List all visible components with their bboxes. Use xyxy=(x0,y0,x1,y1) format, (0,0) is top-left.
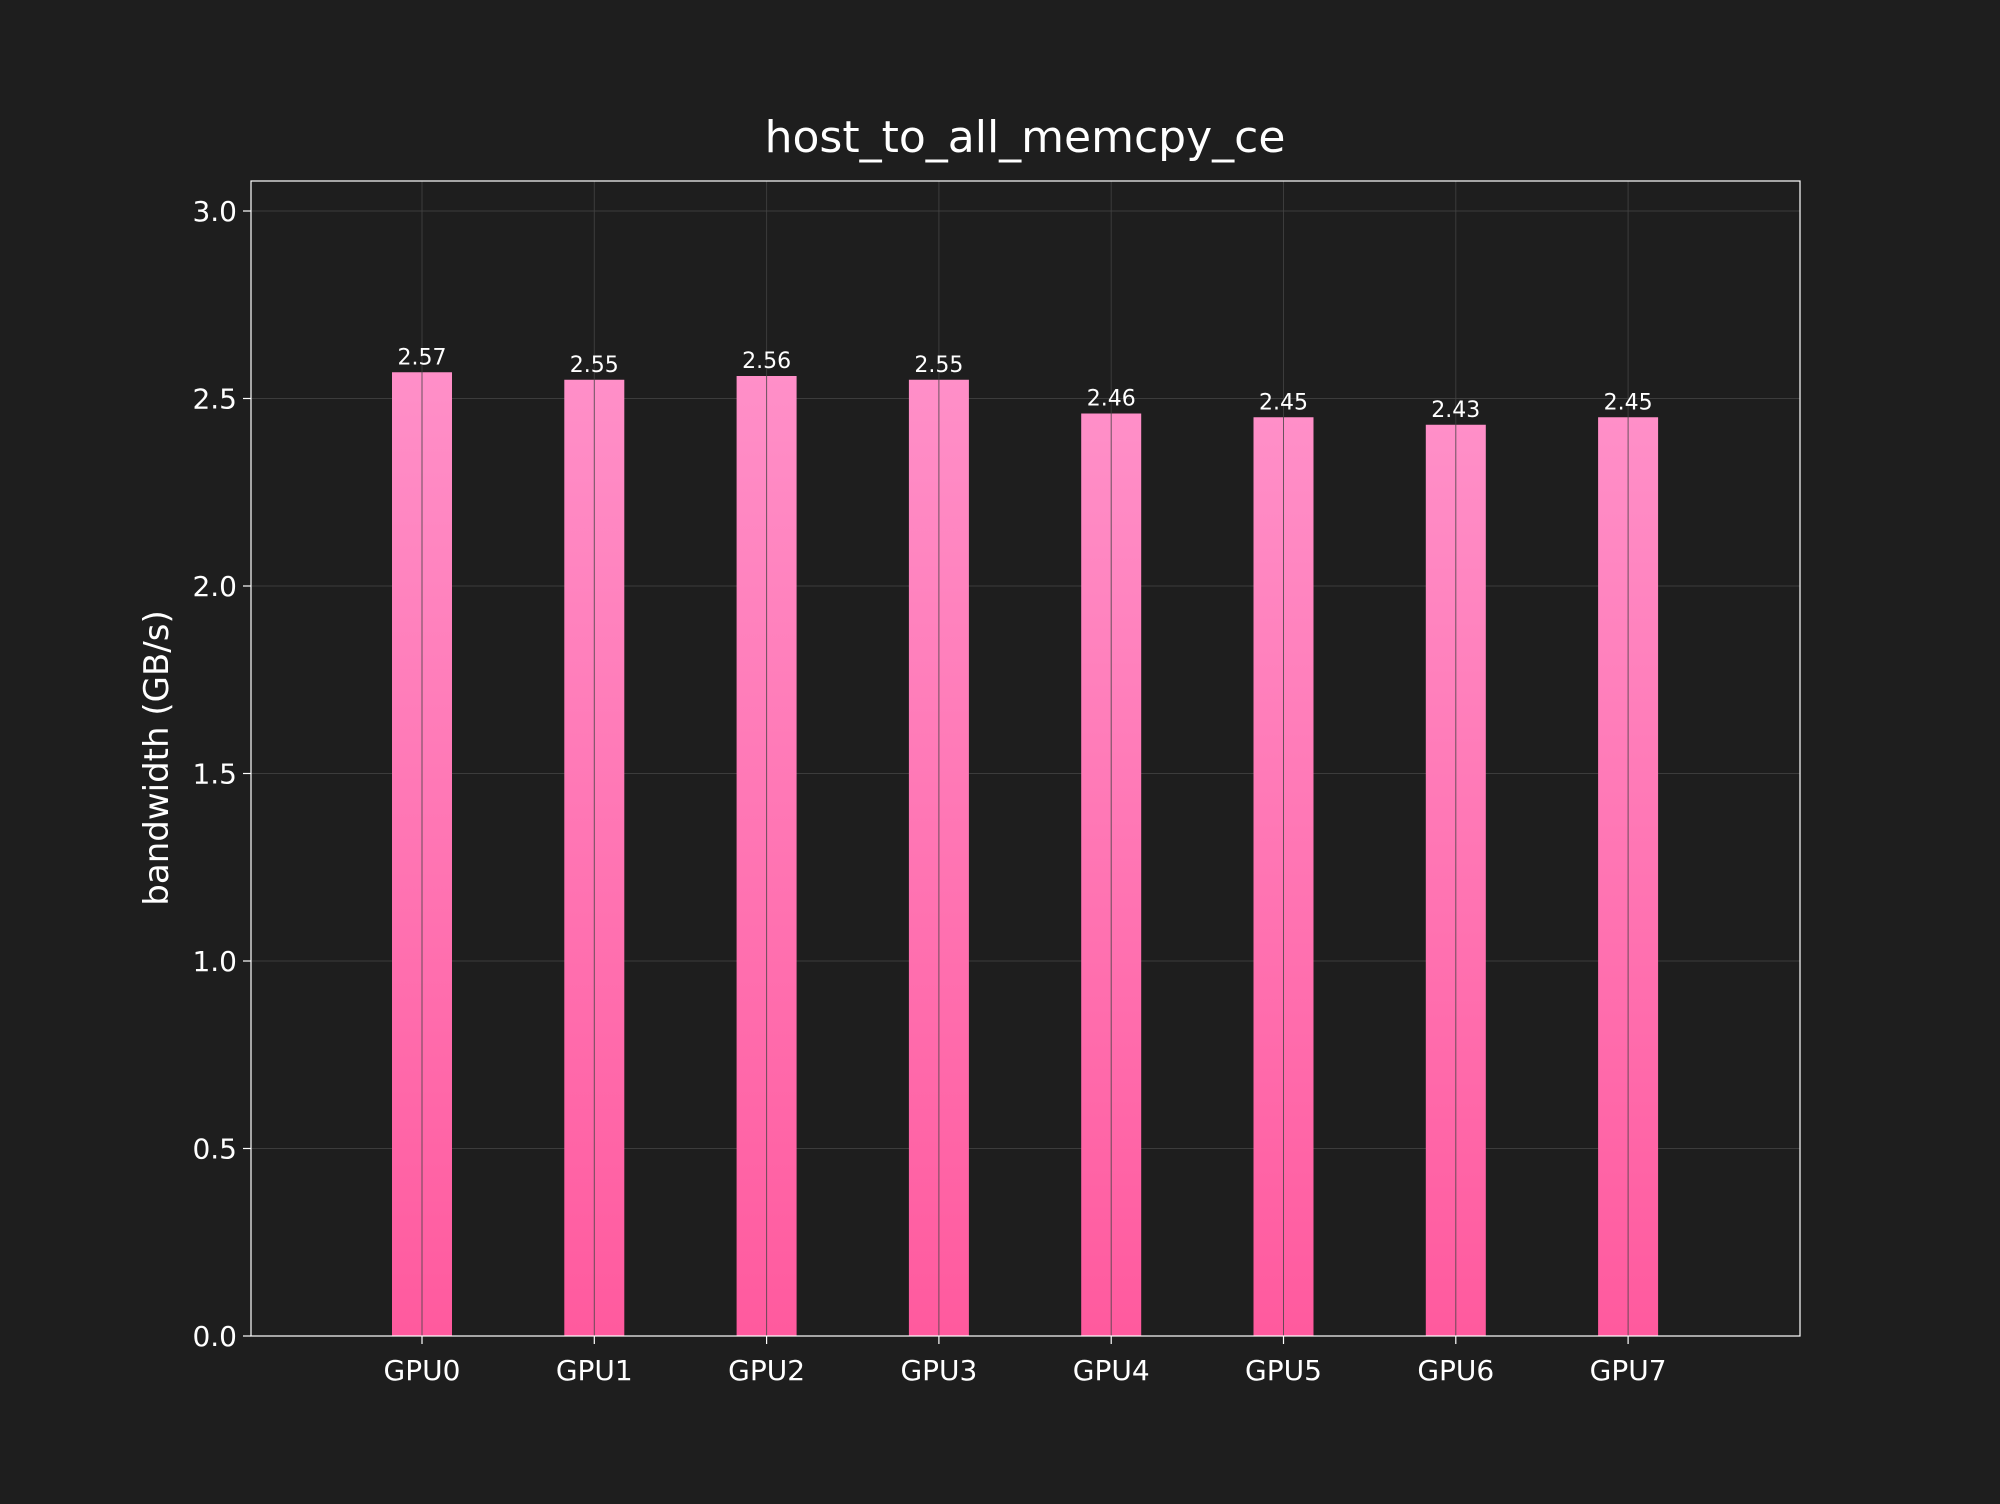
y-tick-label: 0.0 xyxy=(192,1320,237,1353)
x-tick-label: GPU0 xyxy=(384,1354,461,1387)
data-label: 2.45 xyxy=(1604,390,1653,415)
y-tick-label: 2.0 xyxy=(192,570,237,603)
data-labels: 2.57 2.55 2.56 2.55 2.46 2.45 2.43 2.45 xyxy=(398,345,1653,423)
data-label: 2.55 xyxy=(914,353,963,378)
y-tick-label: 2.5 xyxy=(192,383,237,416)
x-tick-label: GPU7 xyxy=(1590,1354,1667,1387)
y-tick-label: 0.5 xyxy=(192,1133,237,1166)
data-label: 2.46 xyxy=(1087,387,1136,412)
y-axis-ticks: 0.0 0.5 1.0 1.5 2.0 2.5 3.0 xyxy=(192,195,251,1353)
x-tick-label: GPU2 xyxy=(728,1354,805,1387)
vertical-grid-layer xyxy=(421,181,1629,1336)
chart-title: host_to_all_memcpy_ce xyxy=(765,112,1286,163)
x-tick-label: GPU3 xyxy=(900,1354,977,1387)
y-axis-label: bandwidth (GB/s) xyxy=(137,610,177,905)
data-label: 2.45 xyxy=(1259,390,1308,415)
axes-frame xyxy=(250,180,1801,1337)
x-tick-label: GPU6 xyxy=(1417,1354,1494,1387)
grid-layer xyxy=(251,210,1800,1337)
data-label: 2.57 xyxy=(398,345,447,370)
x-tick-label: GPU4 xyxy=(1073,1354,1150,1387)
x-tick-label: GPU5 xyxy=(1245,1354,1322,1387)
data-label: 2.56 xyxy=(742,349,791,374)
y-tick-label: 1.5 xyxy=(192,758,237,791)
y-tick-label: 3.0 xyxy=(192,195,237,228)
x-axis-ticks: GPU0 GPU1 GPU2 GPU3 GPU4 GPU5 GPU6 GPU7 xyxy=(384,1336,1667,1387)
data-label: 2.43 xyxy=(1431,398,1480,423)
x-tick-label: GPU1 xyxy=(556,1354,633,1387)
y-tick-label: 1.0 xyxy=(192,945,237,978)
data-label: 2.55 xyxy=(570,353,619,378)
